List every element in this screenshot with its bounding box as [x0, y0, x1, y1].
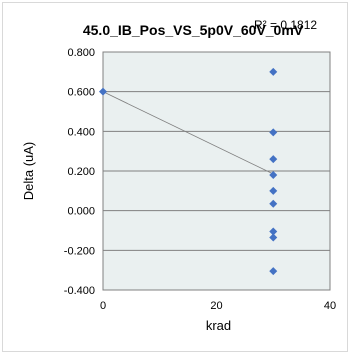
data-point — [99, 87, 107, 96]
data-point — [269, 199, 278, 208]
data-point — [269, 155, 278, 164]
y-tick-label: 0.200 — [67, 166, 95, 178]
data-point — [269, 227, 278, 236]
data-point — [269, 128, 278, 137]
y-tick-label: 0.800 — [67, 47, 95, 59]
data-points — [99, 67, 278, 276]
x-tick-label: 20 — [210, 300, 222, 312]
x-tick-label: 0 — [100, 300, 106, 312]
data-point — [269, 170, 278, 179]
data-point — [269, 67, 278, 76]
y-tick-label: 0.000 — [67, 206, 95, 218]
gridlines — [103, 91, 330, 251]
y-tick-label: 0.400 — [67, 126, 95, 138]
x-axis-label: krad — [206, 318, 231, 333]
y-tick-label: -0.400 — [64, 285, 95, 297]
y-tick-label: -0.200 — [64, 245, 95, 257]
x-tick-labels: 0 20 40 — [100, 300, 336, 312]
chart-title: 45.0_IB_Pos_VS_5p0V_60V_0mV — [83, 22, 304, 38]
y-axis-label: Delta (uA) — [21, 142, 36, 201]
trendline — [102, 91, 274, 175]
y-tick-label: 0.600 — [67, 87, 95, 99]
r-squared-label: R² = 0.1812 — [254, 18, 317, 32]
x-tick-label: 40 — [324, 300, 336, 312]
data-point — [269, 186, 278, 195]
y-tick-labels: 0.800 0.600 0.400 0.200 0.000 -0.200 -0.400 — [64, 47, 95, 297]
data-point — [269, 267, 278, 276]
data-point — [269, 233, 278, 242]
